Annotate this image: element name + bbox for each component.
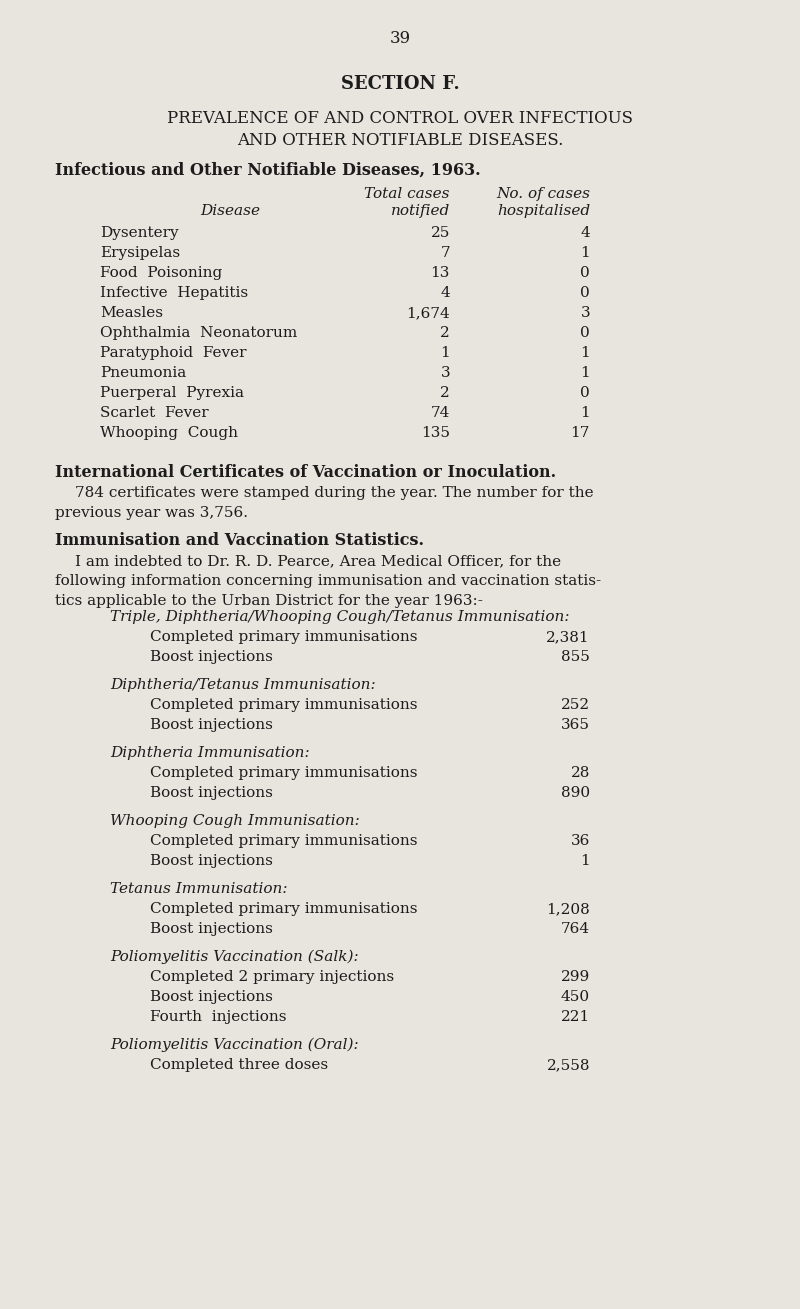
Text: 764: 764	[561, 922, 590, 936]
Text: previous year was 3,756.: previous year was 3,756.	[55, 507, 248, 520]
Text: 3: 3	[580, 306, 590, 319]
Text: 74: 74	[430, 406, 450, 420]
Text: Whooping  Cough: Whooping Cough	[100, 425, 238, 440]
Text: International Certificates of Vaccination or Inoculation.: International Certificates of Vaccinatio…	[55, 463, 556, 480]
Text: 855: 855	[561, 651, 590, 664]
Text: Fourth  injections: Fourth injections	[150, 1011, 286, 1024]
Text: Boost injections: Boost injections	[150, 853, 273, 868]
Text: 135: 135	[421, 425, 450, 440]
Text: 221: 221	[561, 1011, 590, 1024]
Text: 28: 28	[570, 766, 590, 780]
Text: 3: 3	[440, 367, 450, 380]
Text: Infectious and Other Notifiable Diseases, 1963.: Infectious and Other Notifiable Diseases…	[55, 162, 481, 179]
Text: 36: 36	[570, 834, 590, 848]
Text: Whooping Cough Immunisation:: Whooping Cough Immunisation:	[110, 814, 360, 829]
Text: 1,674: 1,674	[406, 306, 450, 319]
Text: Completed primary immunisations: Completed primary immunisations	[150, 766, 418, 780]
Text: 1: 1	[580, 853, 590, 868]
Text: Completed primary immunisations: Completed primary immunisations	[150, 902, 418, 916]
Text: 2: 2	[440, 326, 450, 340]
Text: 1: 1	[580, 367, 590, 380]
Text: Scarlet  Fever: Scarlet Fever	[100, 406, 209, 420]
Text: AND OTHER NOTIFIABLE DISEASES.: AND OTHER NOTIFIABLE DISEASES.	[237, 132, 563, 149]
Text: Boost injections: Boost injections	[150, 651, 273, 664]
Text: Completed primary immunisations: Completed primary immunisations	[150, 630, 418, 644]
Text: Triple, Diphtheria/Whooping Cough/Tetanus Immunisation:: Triple, Diphtheria/Whooping Cough/Tetanu…	[110, 610, 570, 624]
Text: Dysentery: Dysentery	[100, 226, 178, 240]
Text: Completed 2 primary injections: Completed 2 primary injections	[150, 970, 394, 984]
Text: No. of cases: No. of cases	[496, 187, 590, 202]
Text: Immunisation and Vaccination Statistics.: Immunisation and Vaccination Statistics.	[55, 531, 424, 548]
Text: 1: 1	[580, 346, 590, 360]
Text: tics applicable to the Urban District for the year 1963:-: tics applicable to the Urban District fo…	[55, 594, 483, 607]
Text: following information concerning immunisation and vaccination statis-: following information concerning immunis…	[55, 575, 601, 588]
Text: Completed primary immunisations: Completed primary immunisations	[150, 698, 418, 712]
Text: Measles: Measles	[100, 306, 163, 319]
Text: Erysipelas: Erysipelas	[100, 246, 180, 260]
Text: notified: notified	[390, 204, 450, 219]
Text: 1,208: 1,208	[546, 902, 590, 916]
Text: 1: 1	[580, 406, 590, 420]
Text: 890: 890	[561, 785, 590, 800]
Text: 0: 0	[580, 266, 590, 280]
Text: Boost injections: Boost injections	[150, 922, 273, 936]
Text: Diphtheria/Tetanus Immunisation:: Diphtheria/Tetanus Immunisation:	[110, 678, 376, 692]
Text: 0: 0	[580, 326, 590, 340]
Text: 450: 450	[561, 990, 590, 1004]
Text: Food  Poisoning: Food Poisoning	[100, 266, 222, 280]
Text: Disease: Disease	[200, 204, 260, 219]
Text: 4: 4	[440, 285, 450, 300]
Text: I am indebted to Dr. R. D. Pearce, Area Medical Officer, for the: I am indebted to Dr. R. D. Pearce, Area …	[75, 554, 561, 568]
Text: PREVALENCE OF AND CONTROL OVER INFECTIOUS: PREVALENCE OF AND CONTROL OVER INFECTIOU…	[167, 110, 633, 127]
Text: 0: 0	[580, 386, 590, 401]
Text: Boost injections: Boost injections	[150, 719, 273, 732]
Text: 17: 17	[570, 425, 590, 440]
Text: Puerperal  Pyrexia: Puerperal Pyrexia	[100, 386, 244, 401]
Text: Diphtheria Immunisation:: Diphtheria Immunisation:	[110, 746, 310, 761]
Text: 25: 25	[430, 226, 450, 240]
Text: 1: 1	[440, 346, 450, 360]
Text: 7: 7	[440, 246, 450, 260]
Text: Boost injections: Boost injections	[150, 785, 273, 800]
Text: Infective  Hepatitis: Infective Hepatitis	[100, 285, 248, 300]
Text: 2: 2	[440, 386, 450, 401]
Text: Completed primary immunisations: Completed primary immunisations	[150, 834, 418, 848]
Text: 784 certificates were stamped during the year. The number for the: 784 certificates were stamped during the…	[75, 486, 594, 500]
Text: 365: 365	[561, 719, 590, 732]
Text: Ophthalmia  Neonatorum: Ophthalmia Neonatorum	[100, 326, 298, 340]
Text: 252: 252	[561, 698, 590, 712]
Text: Boost injections: Boost injections	[150, 990, 273, 1004]
Text: Poliomyelitis Vaccination (Oral):: Poliomyelitis Vaccination (Oral):	[110, 1038, 358, 1052]
Text: SECTION F.: SECTION F.	[341, 75, 459, 93]
Text: 13: 13	[430, 266, 450, 280]
Text: 39: 39	[390, 30, 410, 47]
Text: Completed three doses: Completed three doses	[150, 1058, 328, 1072]
Text: Total cases: Total cases	[365, 187, 450, 202]
Text: 4: 4	[580, 226, 590, 240]
Text: 1: 1	[580, 246, 590, 260]
Text: 299: 299	[561, 970, 590, 984]
Text: Poliomyelitis Vaccination (Salk):: Poliomyelitis Vaccination (Salk):	[110, 950, 358, 965]
Text: Pneumonia: Pneumonia	[100, 367, 186, 380]
Text: hospitalised: hospitalised	[497, 204, 590, 219]
Text: 2,558: 2,558	[546, 1058, 590, 1072]
Text: 0: 0	[580, 285, 590, 300]
Text: Tetanus Immunisation:: Tetanus Immunisation:	[110, 882, 287, 895]
Text: 2,381: 2,381	[546, 630, 590, 644]
Text: Paratyphoid  Fever: Paratyphoid Fever	[100, 346, 246, 360]
